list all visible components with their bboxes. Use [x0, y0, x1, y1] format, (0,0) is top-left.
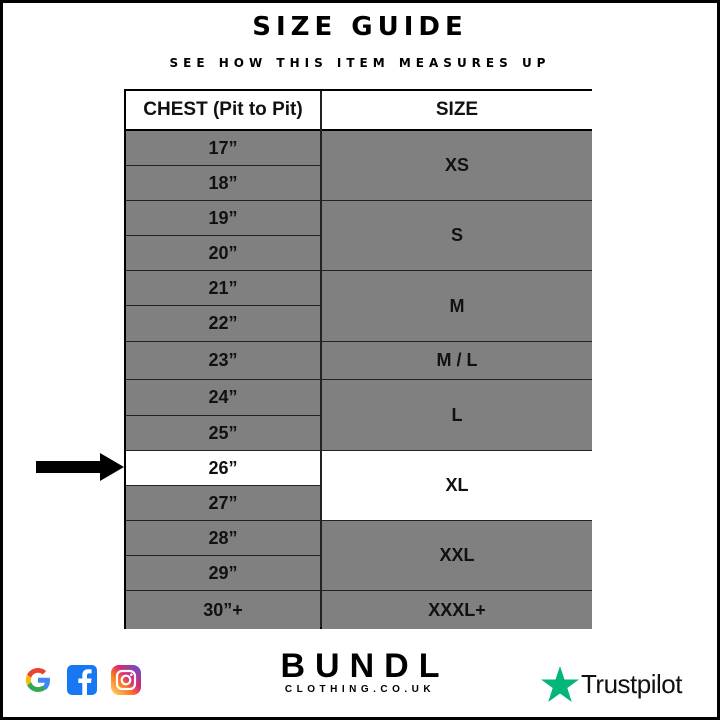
social-icons	[22, 664, 142, 696]
chest-cell: 24”	[126, 380, 320, 416]
bundl-logo: BUNDL CLOTHING.CO.UK	[270, 648, 450, 695]
size-cell: L	[322, 380, 592, 451]
size-cell: XS	[322, 131, 592, 201]
trustpilot-text: Trustpilot	[581, 668, 682, 699]
size-cell: XXXL+	[322, 591, 592, 629]
header-size: SIZE	[322, 91, 592, 131]
chest-cell: 27”	[126, 486, 320, 521]
brand-url: CLOTHING.CO.UK	[284, 684, 436, 695]
arrow-right-icon	[36, 453, 124, 481]
page-subtitle: SEE HOW THIS ITEM MEASURES UP	[169, 56, 551, 70]
chest-cell: 20”	[126, 236, 320, 271]
trustpilot-logo: Trustpilot	[541, 666, 682, 702]
chest-cell: 23”	[126, 342, 320, 380]
chest-cell: 29”	[126, 556, 320, 591]
chest-cell: 30”+	[126, 591, 320, 629]
size-cell: XL	[322, 451, 592, 521]
brand-name: BUNDL	[280, 647, 450, 685]
chest-cell: 28”	[126, 521, 320, 556]
chest-cell: 21”	[126, 271, 320, 306]
facebook-icon[interactable]	[66, 664, 98, 696]
column-divider	[320, 91, 322, 627]
chest-cell: 26”	[126, 451, 320, 486]
chest-cell: 18”	[126, 166, 320, 201]
size-cell: XXL	[322, 521, 592, 591]
size-cell: M	[322, 271, 592, 342]
size-cell: S	[322, 201, 592, 271]
chest-cell: 22”	[126, 306, 320, 342]
star-icon	[541, 666, 579, 702]
size-table: CHEST (Pit to Pit) SIZE 17” 18” 19” 20” 21” 2…	[124, 89, 592, 629]
chest-cell: 17”	[126, 131, 320, 166]
chest-cell: 19”	[126, 201, 320, 236]
chest-cell: 25”	[126, 416, 320, 451]
page-title: SIZE GUIDE	[252, 12, 468, 42]
size-cell: M / L	[322, 342, 592, 380]
google-icon[interactable]	[22, 664, 54, 696]
instagram-icon[interactable]	[110, 664, 142, 696]
header-chest: CHEST (Pit to Pit)	[126, 91, 320, 131]
